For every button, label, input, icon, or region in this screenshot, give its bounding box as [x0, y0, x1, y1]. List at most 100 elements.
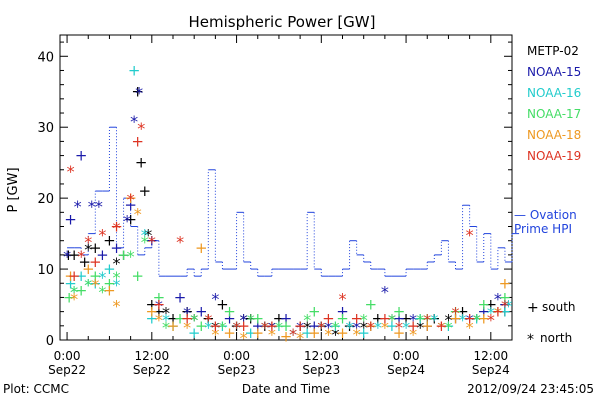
data-point-noaa-16-north: *: [504, 297, 512, 316]
data-point-noaa-17-north: *: [388, 311, 396, 330]
data-point-noaa-17-north: *: [113, 268, 121, 287]
data-point-noaa-17-south: +: [223, 303, 236, 321]
data-point-metp-02-south: +: [138, 182, 151, 200]
data-point-noaa-16-south: +: [414, 310, 427, 328]
data-point-noaa-19-north: *: [98, 226, 106, 245]
data-point-noaa-16-south: +: [128, 61, 141, 79]
data-point-noaa-15-south: +: [308, 317, 321, 335]
data-point-metp-02-south: +: [456, 303, 469, 321]
data-point-noaa-19-south: +: [350, 310, 363, 328]
data-point-noaa-17-north: *: [473, 311, 481, 330]
data-point-noaa-15-south: +: [146, 232, 159, 250]
data-point-metp-02-north: *: [211, 318, 219, 337]
data-point-noaa-18-south: +: [124, 189, 137, 207]
data-point-noaa-15-south: +: [393, 310, 406, 328]
data-point-noaa-17-south: +: [280, 317, 293, 335]
data-point-noaa-15-north: *: [211, 289, 219, 308]
x-tick-time: 0:00: [54, 349, 81, 363]
data-point-noaa-18-south: +: [364, 317, 377, 335]
data-point-noaa-17-south: +: [364, 296, 377, 314]
data-point-noaa-19-south: +: [110, 218, 123, 236]
data-point-noaa-16-north: *: [70, 282, 78, 301]
data-point-noaa-15-south: +: [75, 147, 88, 165]
data-point-noaa-18-south: +: [223, 324, 236, 342]
y-tick-label: 30: [37, 121, 54, 136]
plot-frame: [59, 34, 513, 341]
data-point-noaa-15-north: *: [381, 282, 389, 301]
data-point-noaa-16-north: *: [233, 318, 241, 337]
data-point-metp-02-south: +: [294, 317, 307, 335]
data-point-noaa-16-north: *: [487, 304, 495, 323]
data-point-noaa-19-north: *: [77, 247, 85, 266]
data-point-noaa-17-south: +: [336, 310, 349, 328]
data-point-noaa-15-north: *: [183, 304, 191, 323]
data-point-metp-02-north: *: [360, 318, 368, 337]
data-point-metp-02-south: +: [230, 317, 243, 335]
data-point-noaa-16-north: *: [402, 318, 410, 337]
data-point-metp-02-south: +: [343, 317, 356, 335]
data-point-noaa-18-north: *: [296, 328, 304, 347]
data-point-noaa-15-north: *: [437, 318, 445, 337]
data-point-metp-02-south: +: [124, 210, 137, 228]
data-point-noaa-17-north: *: [190, 311, 198, 330]
data-point-noaa-18-south: +: [280, 327, 293, 345]
data-point-noaa-16-south: +: [357, 324, 370, 342]
x-tick-date: Sep22: [48, 363, 86, 377]
data-point-noaa-19-south: +: [322, 310, 335, 328]
data-point-noaa-16-south: +: [499, 303, 512, 321]
data-point-metp-02-south: +: [400, 310, 413, 328]
data-point-noaa-15-south: +: [421, 317, 434, 335]
data-point-noaa-15-south: +: [364, 317, 377, 335]
data-point-noaa-18-north: *: [134, 204, 142, 223]
data-point-noaa-17-north: *: [275, 318, 283, 337]
data-point-noaa-17-north: *: [444, 318, 452, 337]
data-point-noaa-16-north: *: [141, 226, 149, 245]
data-point-noaa-18-south: +: [64, 267, 77, 285]
data-point-metp-02-north: *: [113, 254, 121, 273]
data-point-noaa-17-north: *: [127, 247, 135, 266]
data-point-noaa-16-south: +: [89, 274, 102, 292]
data-point-noaa-17-north: *: [494, 304, 502, 323]
data-point-noaa-17-south: +: [308, 303, 321, 321]
data-point-noaa-16-south: +: [103, 260, 116, 278]
data-point-noaa-15-south: +: [110, 239, 123, 257]
legend-ovation-label: Prime HPI: [514, 222, 572, 236]
x-tick-date: Sep23: [218, 363, 256, 377]
data-point-noaa-17-south: +: [153, 288, 166, 306]
data-point-metp-02-south: +: [485, 296, 498, 314]
data-point-metp-02-south: +: [89, 239, 102, 257]
data-point-noaa-17-south: +: [117, 246, 130, 264]
data-point-noaa-18-north: *: [381, 318, 389, 337]
data-point-noaa-19-north: *: [137, 119, 145, 138]
data-point-noaa-19-north: *: [395, 318, 403, 337]
data-point-noaa-17-south: +: [477, 296, 490, 314]
y-tick-label: 40: [37, 50, 54, 65]
data-point-noaa-15-south: +: [96, 246, 109, 264]
data-point-metp-02-south: +: [372, 310, 385, 328]
data-point-noaa-18-south: +: [336, 324, 349, 342]
data-point-noaa-15-north: *: [135, 84, 143, 103]
data-point-metp-02-south: +: [62, 246, 75, 264]
data-point-noaa-17-south: +: [421, 310, 434, 328]
legend-ovation-label: — Ovation: [514, 208, 577, 222]
data-point-noaa-19-north: *: [487, 311, 495, 330]
data-point-noaa-17-south: +: [89, 267, 102, 285]
legend-entry: METP-02: [527, 44, 579, 58]
data-point-noaa-17-north: *: [162, 318, 170, 337]
data-point-noaa-15-south: +: [223, 310, 236, 328]
data-point-metp-02-south: +: [499, 303, 512, 321]
data-point-noaa-19-north: *: [84, 233, 92, 252]
data-point-noaa-19-north: *: [289, 325, 297, 344]
data-point-noaa-16-south: +: [216, 317, 229, 335]
data-point-noaa-19-south: +: [407, 317, 420, 335]
data-point-metp-02-north: *: [162, 304, 170, 323]
data-point-noaa-15-south: +: [477, 303, 490, 321]
data-point-noaa-16-south: +: [167, 317, 180, 335]
data-point-noaa-17-north: *: [331, 318, 339, 337]
legend-entry: NOAA-19: [527, 149, 581, 163]
data-point-noaa-15-north: *: [296, 318, 304, 337]
data-point-metp-02-north: *: [144, 226, 152, 245]
data-point-noaa-18-north: *: [494, 304, 502, 323]
data-point-noaa-17-south: +: [393, 303, 406, 321]
